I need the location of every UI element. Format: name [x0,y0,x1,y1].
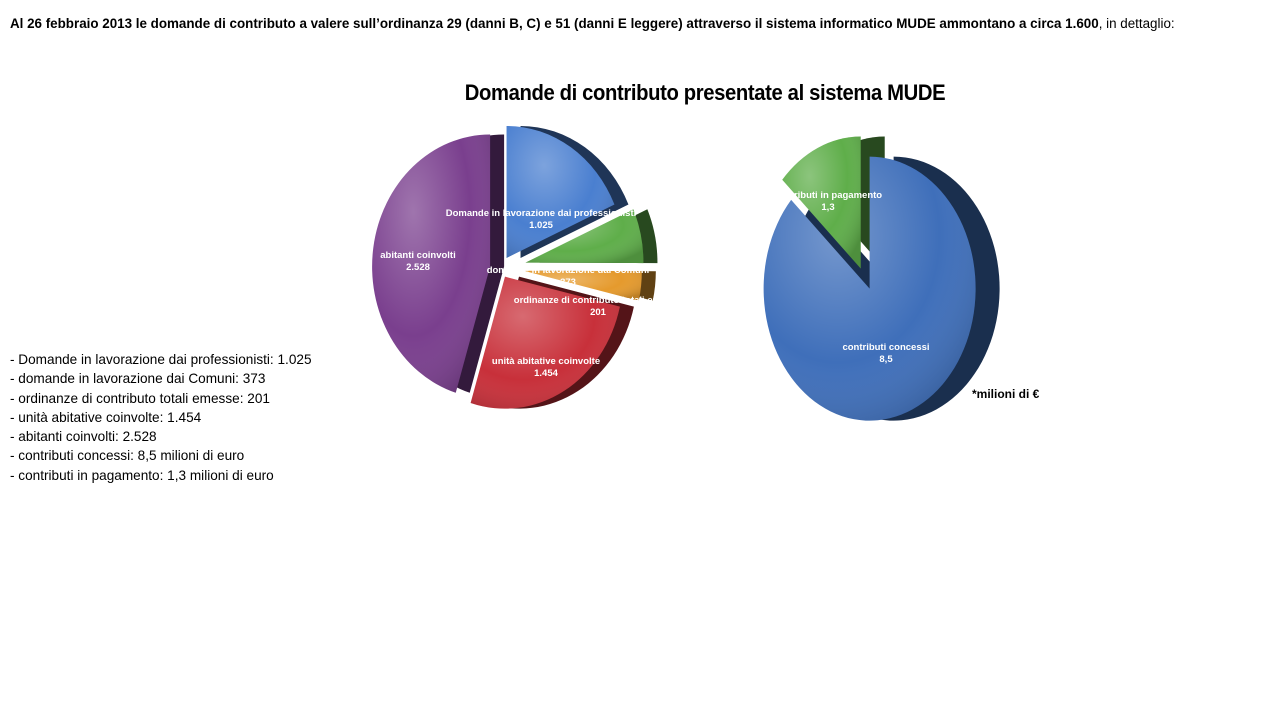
slice-label-unita-abitative-coinvolte: unità abitative coinvolte [492,356,600,367]
detail-item: - Domande in lavorazione dai professioni… [10,352,312,367]
slice-value-contributi-in-pagamento: 1,3 [821,202,834,213]
intro-rest: , in dettaglio: [1098,16,1175,31]
unit-note: *milioni di € [972,387,1040,401]
slice-value-contributi-concessi: 8,5 [879,354,893,365]
detail-item: - abitanti coinvolti: 2.528 [10,429,157,445]
detail-item: - contributi concessi: 8,5 milioni di eu… [10,448,245,464]
intro-text: Al 26 febbraio 2013 le domande di contri… [10,14,1270,34]
detail-item: - contributi in pagamento: 1,3 milioni d… [10,467,274,483]
detail-item: - unità abitative coinvolte: 1.454 [10,409,202,425]
slice-label-contributi-concessi: contributi concessi [842,342,929,353]
chart-title: Domande di contributo presentate al sist… [464,80,946,105]
slice-label-domande-in-lavorazione-dai-professionisti: Domande in lavorazione dai professionist… [446,208,637,219]
detail-item: - domande in lavorazione dai Comuni: 373 [10,371,266,387]
slice-value-ordinanze-di-contributo-totali-emesse: 201 [590,307,607,318]
detail-item: - ordinanze di contributo totali emesse:… [10,390,270,406]
slice-value-abitanti-coinvolti: 2.528 [406,262,430,273]
slice-label-abitanti-coinvolti: abitanti coinvolti [380,250,455,261]
pie-chart-domande: Domande in lavorazione dai professionist… [372,125,682,409]
slice-label-ordinanze-di-contributo-totali-emesse: ordinanze di contributo totali emesse [514,295,682,306]
slice-label-contributi-in-pagamento: contributi in pagamento [774,190,882,201]
details-list: - Domande in lavorazione dai professioni… [10,350,312,485]
slice-label-domande-in-lavorazione-dai-comuni: domande in lavorazione dai Comuni [487,265,650,276]
slice-value-unita-abitative-coinvolte: 1.454 [534,368,558,379]
slice-value-domande-in-lavorazione-dai-professionisti: 1.025 [529,220,553,231]
intro-bold: Al 26 febbraio 2013 le domande di contri… [10,16,1099,31]
slice-value-domande-in-lavorazione-dai-comuni: 373 [560,277,576,288]
